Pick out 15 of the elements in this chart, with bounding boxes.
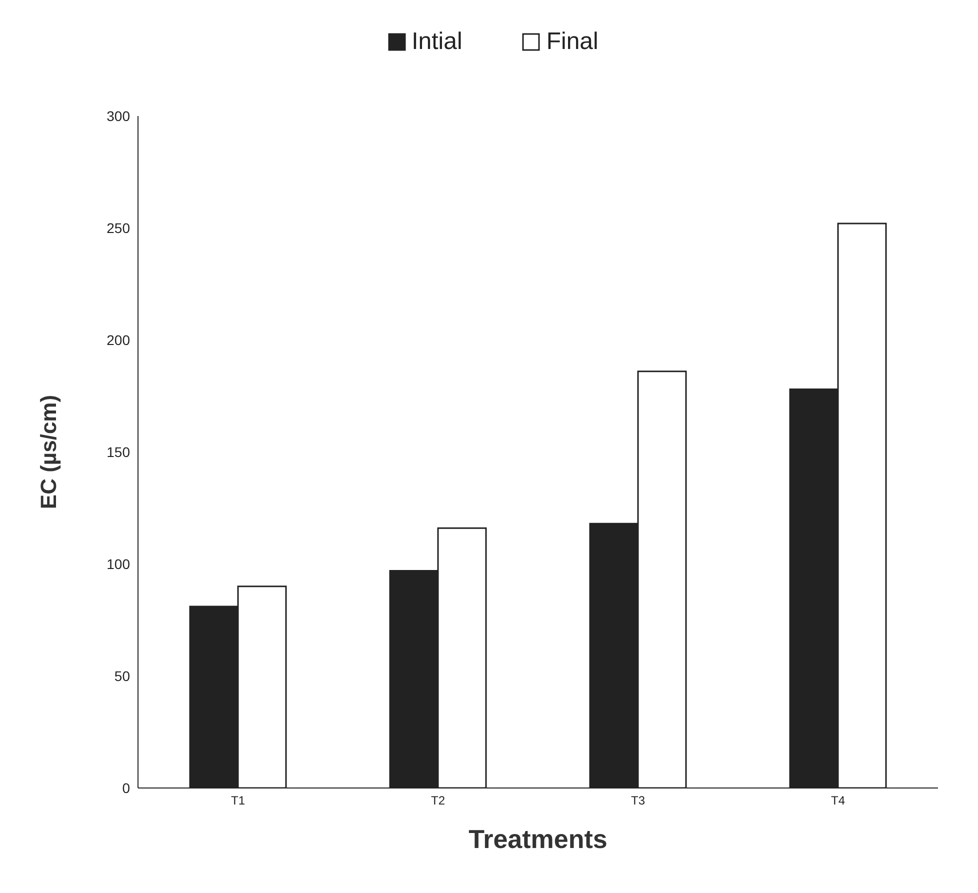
y-tick-label: 250 <box>106 220 130 236</box>
y-tick-label: 50 <box>114 668 130 684</box>
x-axis-title: Treatments <box>468 824 608 854</box>
legend-label: Intial <box>412 28 462 56</box>
x-tick-label: T2 <box>430 794 446 808</box>
y-tick-label: 150 <box>106 444 130 460</box>
y-tick-label: 300 <box>106 108 130 124</box>
y-tick-label: 100 <box>106 556 130 572</box>
x-tick-label: T4 <box>830 794 846 808</box>
legend-label: Final <box>546 28 598 56</box>
y-tick-label: 0 <box>122 780 130 796</box>
x-tick-label: T1 <box>230 794 246 808</box>
y-axis-title: EC (µs/cm) <box>36 394 61 510</box>
y-tick-label: 200 <box>106 332 130 348</box>
x-tick-label: T3 <box>630 794 646 808</box>
